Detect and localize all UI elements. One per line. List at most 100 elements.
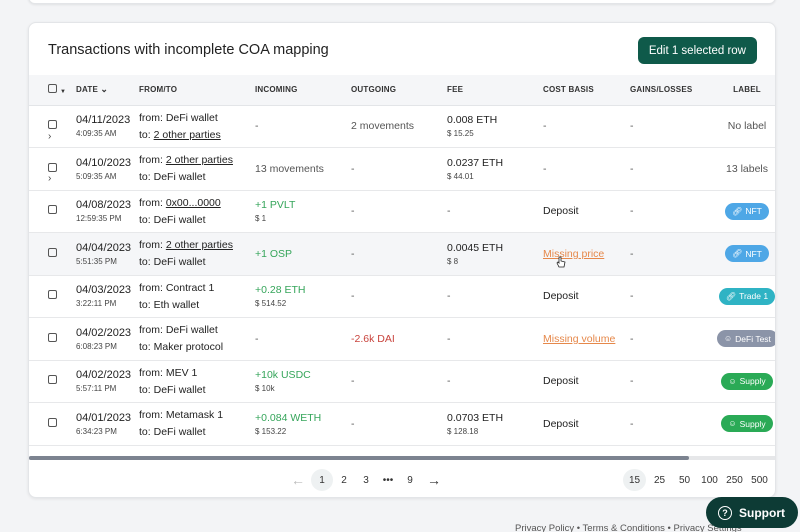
horizontal-scrollbar[interactable] bbox=[29, 456, 775, 460]
table-row[interactable]: › 04/11/2023 4:09:35 AM from: DeFi wallet… bbox=[29, 105, 775, 148]
from-prefix: from: bbox=[139, 366, 163, 379]
row-outgoing: - bbox=[351, 247, 355, 260]
row-outgoing: - bbox=[351, 417, 355, 430]
table-row[interactable]: 04/01/2023 6:34:23 PM from: Metamask 1 to:… bbox=[29, 402, 775, 446]
label-badge-supply[interactable]: ☺ Supply bbox=[721, 372, 773, 390]
row-checkbox[interactable] bbox=[48, 290, 57, 300]
table-row[interactable]: 04/03/2023 3:22:11 PM from: Contract 1 to:… bbox=[29, 275, 775, 318]
page-size-100[interactable]: 100 bbox=[701, 474, 718, 486]
header-incoming: INCOMING bbox=[255, 75, 351, 106]
caret-down-icon[interactable]: ▼ bbox=[60, 89, 67, 96]
row-time: 5:57:11 PM bbox=[76, 384, 117, 394]
row-checkbox[interactable] bbox=[48, 120, 57, 130]
prev-page-arrow-icon[interactable]: ← bbox=[291, 472, 305, 488]
transactions-card: Transactions with incomplete COA mapping… bbox=[28, 22, 776, 498]
row-gains: - bbox=[630, 375, 634, 388]
page-ellipsis[interactable]: ••• bbox=[382, 474, 394, 486]
to-party: DeFi wallet bbox=[153, 256, 206, 269]
row-label[interactable]: 13 labels bbox=[725, 162, 769, 175]
sort-desc-icon[interactable]: ⌄ bbox=[100, 84, 109, 95]
row-date: 04/02/2023 bbox=[76, 326, 132, 339]
chevron-right-icon[interactable]: › bbox=[48, 173, 52, 184]
row-time: 6:34:23 PM bbox=[76, 426, 117, 436]
row-gains: - bbox=[630, 417, 634, 430]
page-size-500[interactable]: 500 bbox=[751, 474, 768, 486]
row-checkbox[interactable] bbox=[48, 332, 57, 342]
select-all-checkbox[interactable] bbox=[48, 84, 57, 94]
table-row[interactable]: 04/08/2023 12:59:35 PM from: 0x00...0000 t… bbox=[29, 190, 775, 233]
label-badge-nft[interactable]: 🔗︎ NFT bbox=[725, 245, 769, 263]
from-party: DeFi wallet bbox=[165, 111, 218, 124]
row-checkbox[interactable] bbox=[48, 375, 57, 385]
row-gains: - bbox=[630, 205, 634, 218]
page-size-15[interactable]: 15 bbox=[623, 469, 646, 491]
header-fee: FEE bbox=[447, 75, 543, 106]
missing-price-link[interactable]: Missing price bbox=[543, 247, 605, 260]
label-badge-defi[interactable]: ☺ DeFi Test bbox=[717, 330, 775, 348]
page-size-selector: 15 25 50 100 250 500 bbox=[623, 469, 771, 491]
missing-volume-link[interactable]: Missing volume bbox=[543, 332, 616, 345]
card-title: Transactions with incomplete COA mapping bbox=[48, 42, 329, 58]
header-date[interactable]: DATE ⌄ bbox=[76, 75, 139, 106]
row-time: 12:59:35 PM bbox=[76, 214, 122, 224]
table-row[interactable]: 04/02/2023 6:08:23 PM from: DeFi wallet to… bbox=[29, 317, 775, 361]
page-size-50[interactable]: 50 bbox=[678, 474, 691, 486]
hand-pointer-icon bbox=[556, 256, 566, 268]
row-time: 5:51:35 PM bbox=[76, 256, 117, 266]
support-button[interactable]: ? Support bbox=[706, 497, 798, 528]
to-party: Eth wallet bbox=[153, 298, 200, 311]
page-button-1[interactable]: 1 bbox=[311, 469, 333, 491]
row-incoming: +0.28 ETH bbox=[255, 284, 306, 297]
from-party: DeFi wallet bbox=[165, 324, 218, 337]
transactions-table: ▼ DATE ⌄ FROM/TO INCOMING OUTGOING FEE C… bbox=[29, 75, 775, 446]
from-party-link[interactable]: 2 other parties bbox=[165, 239, 233, 252]
table-row[interactable]: › 04/10/2023 5:09:35 AM from: 2 other par… bbox=[29, 147, 775, 191]
page-button-9[interactable]: 9 bbox=[407, 474, 413, 486]
page-button-2[interactable]: 2 bbox=[341, 474, 347, 486]
chevron-right-icon[interactable]: › bbox=[48, 130, 52, 142]
page-size-25[interactable]: 25 bbox=[653, 474, 666, 486]
edit-selected-button[interactable]: Edit 1 selected row bbox=[637, 37, 757, 64]
row-cost-basis: Deposit bbox=[543, 375, 579, 388]
pagination: ← 1 2 3 ••• 9 → bbox=[285, 469, 447, 491]
previous-card bbox=[28, 0, 776, 4]
user-icon: ☺ bbox=[728, 376, 737, 386]
label-badge-supply[interactable]: ☺ Supply bbox=[721, 415, 773, 433]
scrollbar-thumb[interactable] bbox=[29, 456, 689, 460]
page-button-3[interactable]: 3 bbox=[363, 474, 369, 486]
from-party: MEV 1 bbox=[165, 366, 198, 379]
table-row[interactable]: 04/04/2023 5:51:35 PM from: 2 other parti… bbox=[29, 232, 775, 276]
row-date: 04/02/2023 bbox=[76, 369, 132, 382]
row-time: 3:22:11 PM bbox=[76, 299, 117, 309]
label-badge-trade[interactable]: 🔗︎ Trade 1 bbox=[718, 287, 775, 305]
user-icon: ☺ bbox=[724, 334, 733, 344]
transactions-table-wrap: ▼ DATE ⌄ FROM/TO INCOMING OUTGOING FEE C… bbox=[29, 75, 775, 457]
row-incoming: +1 OSP bbox=[255, 247, 293, 260]
to-party-link[interactable]: 2 other parties bbox=[153, 128, 221, 141]
row-label[interactable]: No label bbox=[727, 120, 767, 133]
row-outgoing: - bbox=[351, 205, 355, 218]
row-checkbox[interactable] bbox=[48, 205, 57, 215]
row-outgoing: 2 movements bbox=[351, 120, 415, 133]
from-party-link[interactable]: 2 other parties bbox=[165, 154, 233, 167]
row-time: 4:09:35 AM bbox=[76, 129, 117, 139]
page-size-250[interactable]: 250 bbox=[726, 474, 743, 486]
row-cost-basis: Deposit bbox=[543, 417, 579, 430]
row-fee-usd: $ 8 bbox=[447, 256, 459, 266]
select-all-header[interactable]: ▼ bbox=[29, 75, 76, 106]
row-cost-basis: - bbox=[543, 120, 547, 133]
row-checkbox[interactable] bbox=[48, 417, 57, 427]
next-page-arrow-icon[interactable]: → bbox=[427, 472, 441, 488]
row-checkbox[interactable] bbox=[48, 247, 57, 257]
row-checkbox[interactable] bbox=[48, 162, 57, 172]
row-gains: - bbox=[630, 247, 634, 260]
row-time: 5:09:35 AM bbox=[76, 171, 117, 181]
from-party-link[interactable]: 0x00...0000 bbox=[165, 196, 221, 209]
row-gains: - bbox=[630, 120, 634, 133]
label-badge-nft[interactable]: 🔗︎ NFT bbox=[725, 202, 769, 220]
table-row[interactable]: 04/02/2023 5:57:11 PM from: MEV 1 to: DeFi… bbox=[29, 360, 775, 403]
row-gains: - bbox=[630, 162, 634, 175]
row-fee: 0.0045 ETH bbox=[447, 241, 504, 254]
from-prefix: from: bbox=[139, 196, 163, 209]
footer-links[interactable]: Privacy Policy • Terms & Conditions • Pr… bbox=[515, 523, 742, 532]
